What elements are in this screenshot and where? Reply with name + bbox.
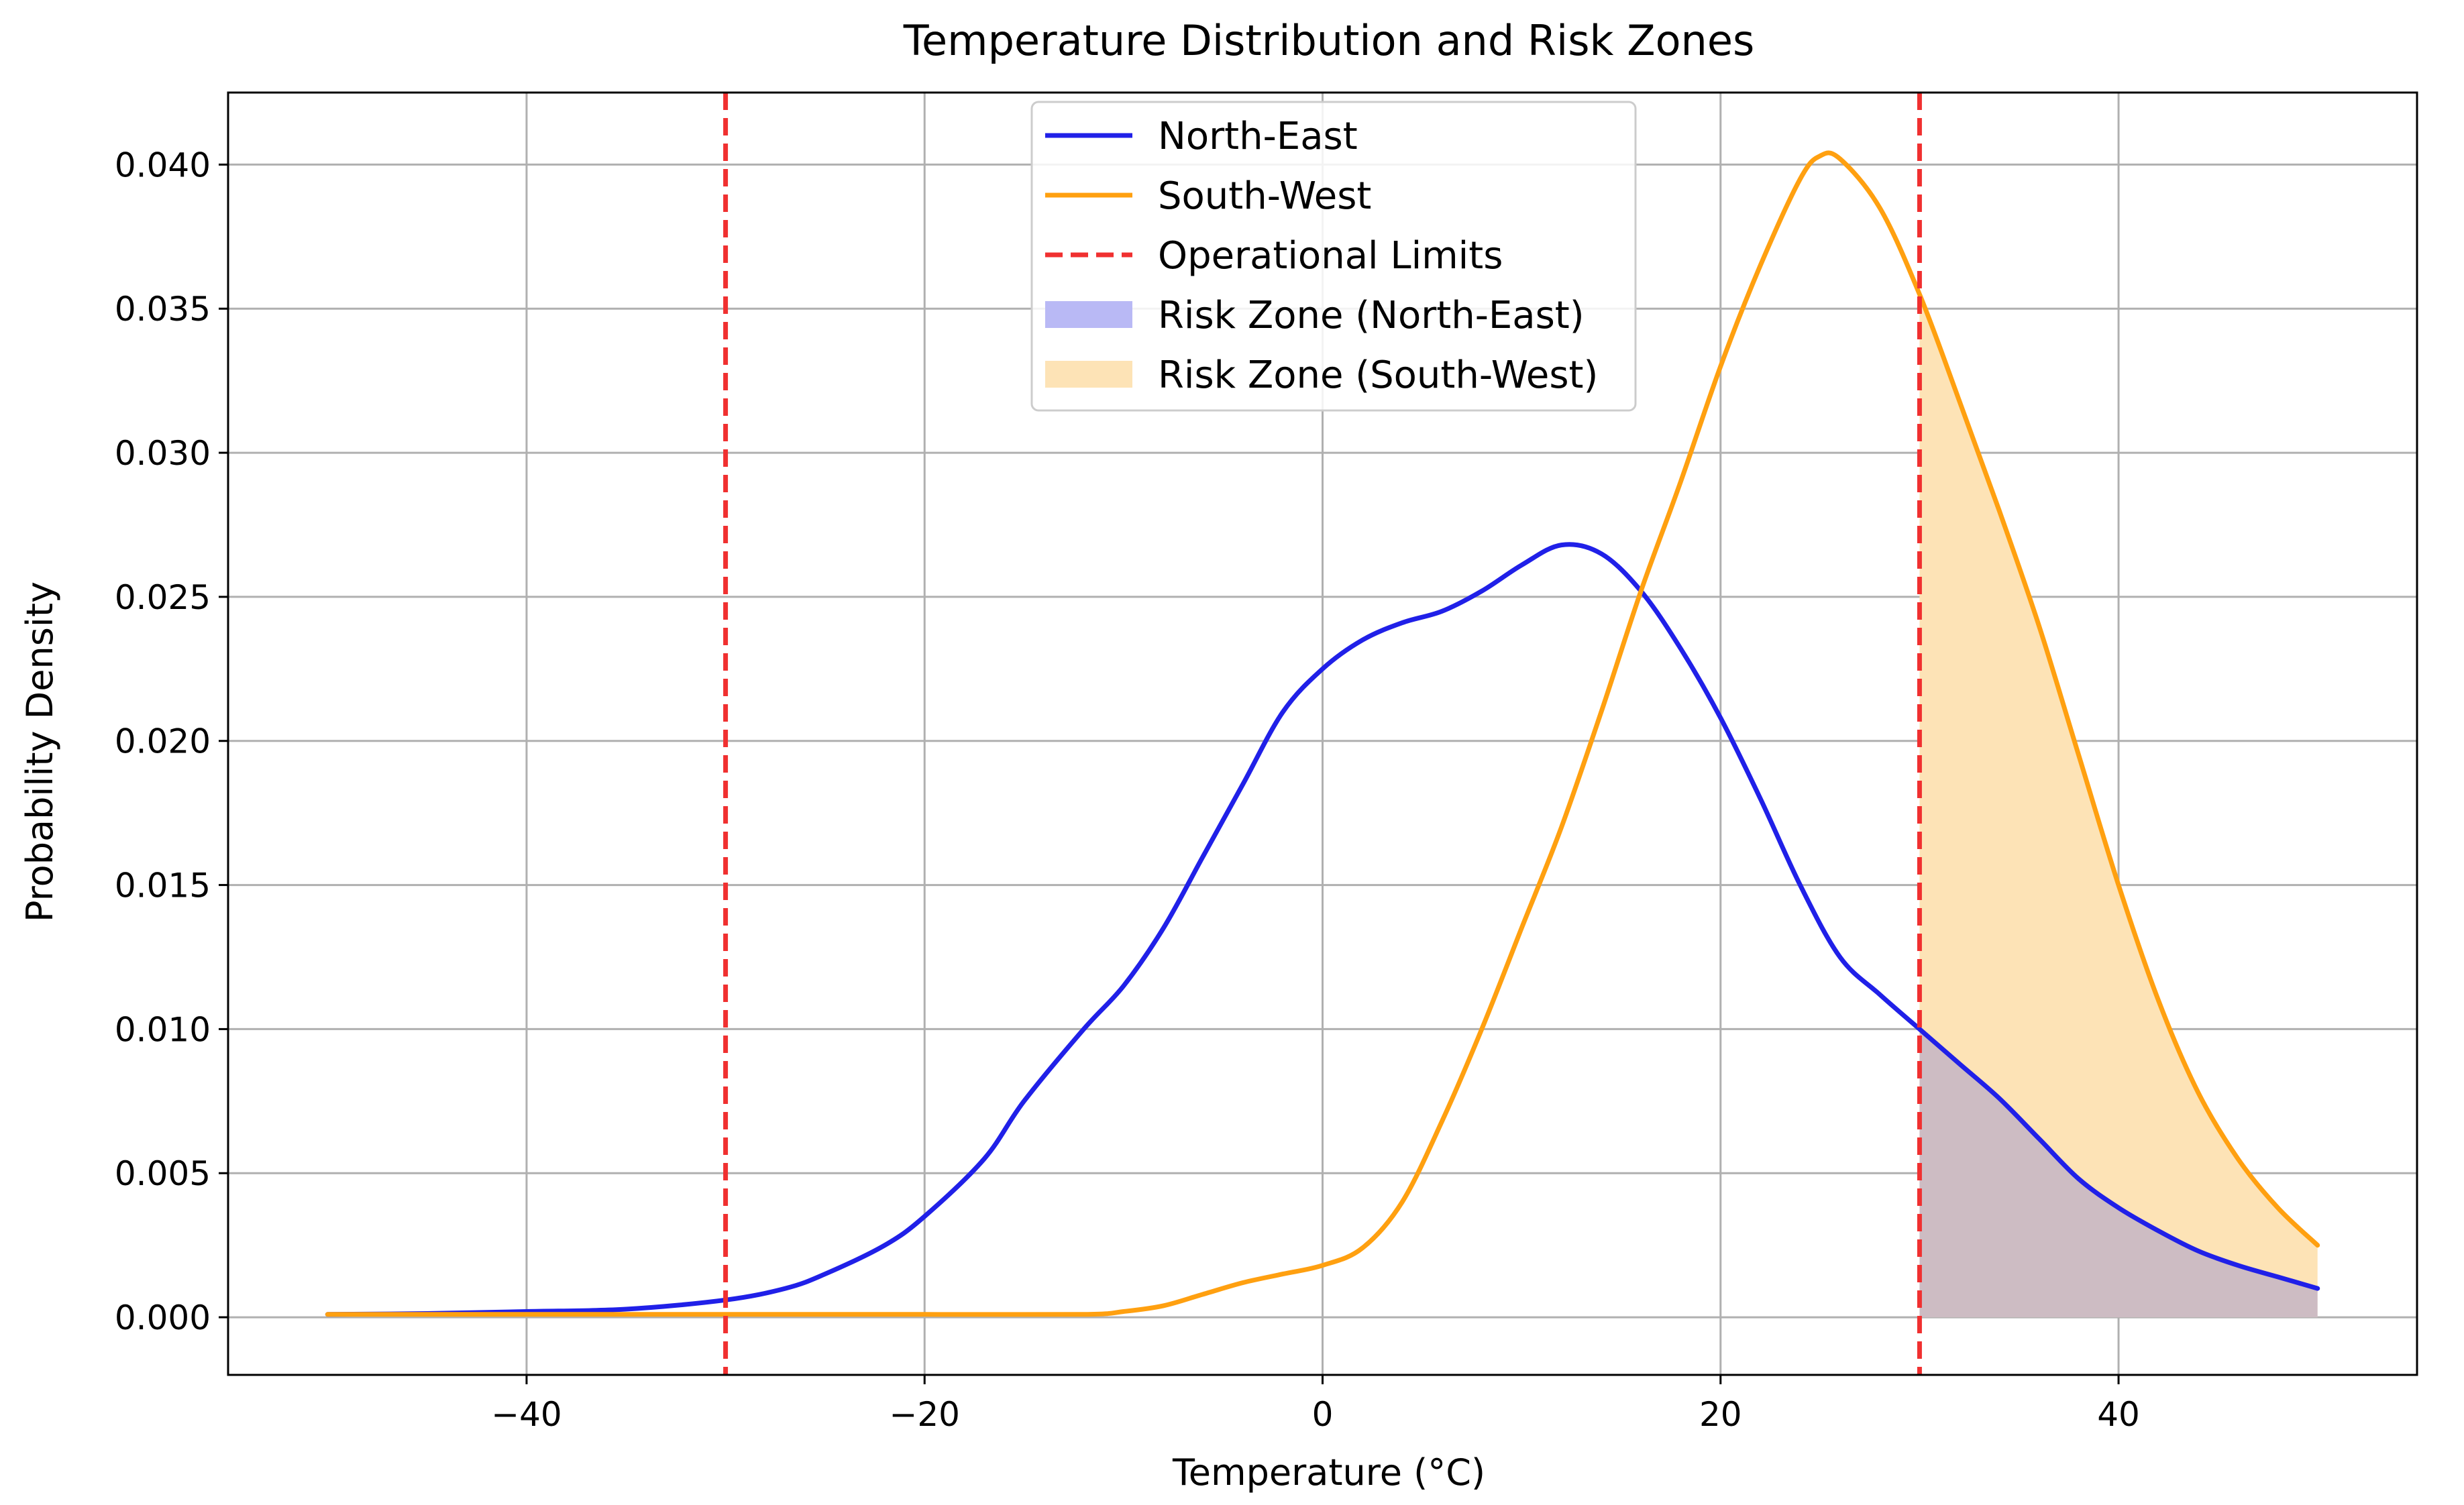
y-tick-label-0: 0.000 xyxy=(115,1298,211,1337)
x-axis-label: Temperature (°C) xyxy=(1172,1451,1485,1494)
chart-title: Temperature Distribution and Risk Zones xyxy=(903,16,1755,65)
density-curves xyxy=(325,150,2320,1317)
legend-label-0: North-East xyxy=(1158,115,1358,158)
y-axis-ticks: 0.000 0.005 0.010 0.015 0.020 0.025 0.030 0.035… xyxy=(115,146,228,1337)
legend: North-East South-West Operational Limits Ri… xyxy=(1030,101,1637,412)
x-tick-label-1: −20 xyxy=(889,1395,960,1434)
legend-label-1: South-West xyxy=(1158,174,1371,218)
north-east-curve xyxy=(325,542,2320,1317)
x-tick-label-2: 0 xyxy=(1312,1395,1334,1434)
y-tick-label-2: 0.010 xyxy=(115,1010,211,1049)
y-tick-label-3: 0.015 xyxy=(115,867,211,905)
risk-zone-fills xyxy=(1919,294,2318,1318)
x-tick-label-4: 40 xyxy=(2097,1395,2140,1434)
legend-label-4: Risk Zone (South-West) xyxy=(1158,353,1598,397)
y-tick-label-4: 0.020 xyxy=(115,722,211,761)
risk-zone-north-east xyxy=(1919,1029,2318,1318)
y-tick-label-5: 0.025 xyxy=(115,578,211,617)
x-axis-ticks: −40 −20 0 20 40 xyxy=(491,1375,2140,1434)
x-tick-label-3: 20 xyxy=(1699,1395,1742,1434)
y-tick-label-7: 0.035 xyxy=(115,290,211,329)
south-west-curve xyxy=(325,150,2320,1317)
legend-label-2: Operational Limits xyxy=(1158,234,1503,278)
x-tick-label-0: −40 xyxy=(491,1395,562,1434)
operational-limit-lines xyxy=(723,93,1922,1375)
y-tick-label-8: 0.040 xyxy=(115,146,211,184)
legend-box xyxy=(1030,101,1637,412)
y-tick-label-6: 0.030 xyxy=(115,434,211,473)
y-axis-label: Probability Density xyxy=(19,581,61,922)
legend-label-3: Risk Zone (North-East) xyxy=(1158,294,1585,337)
risk-zone-south-west xyxy=(1919,294,2318,1318)
legend-handle-3 xyxy=(1045,301,1132,328)
legend-handle-4 xyxy=(1045,361,1132,388)
y-tick-label-1: 0.005 xyxy=(115,1154,211,1193)
